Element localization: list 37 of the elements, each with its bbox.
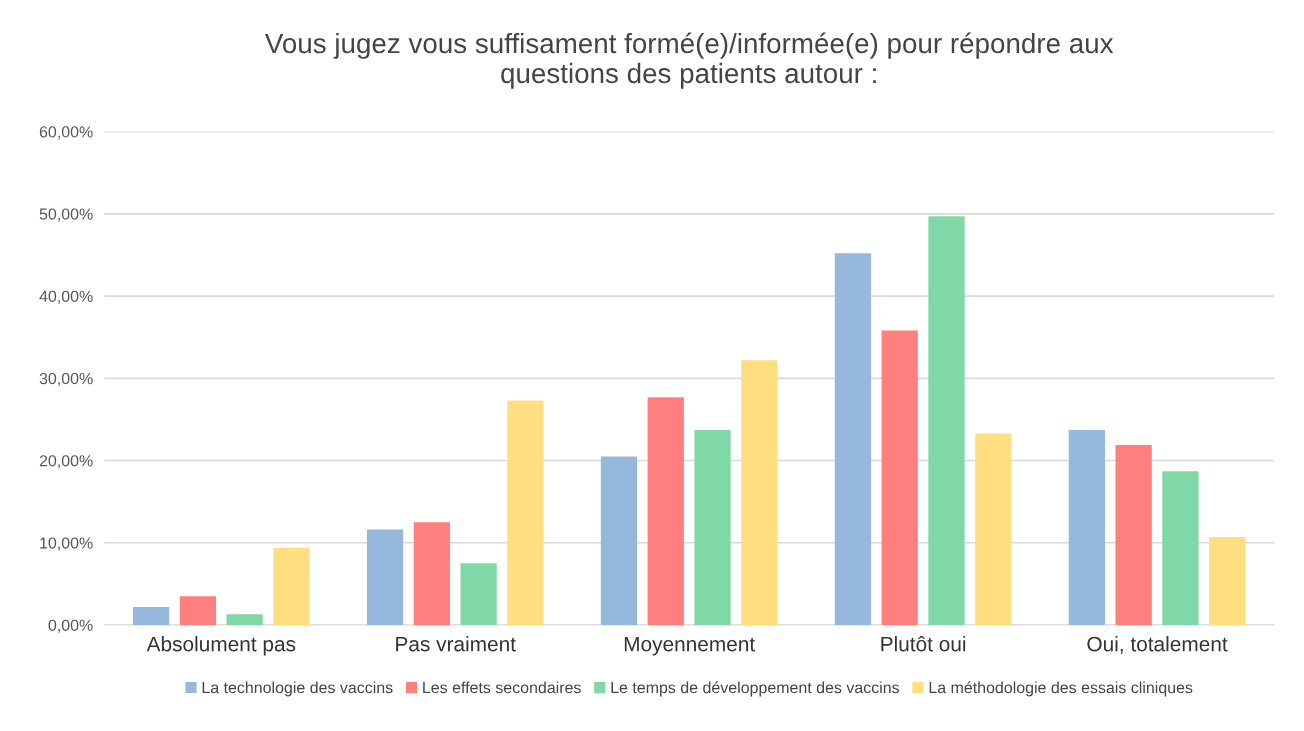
y-tick-label: 40,00%	[39, 290, 93, 304]
bar	[741, 360, 778, 625]
bar	[1068, 430, 1105, 625]
bar	[975, 433, 1012, 625]
bar	[928, 216, 965, 625]
chart-title: Vous jugez vous suffisament formé(e)/informée(e) pour répondre aux questions des patients autour :	[264, 32, 1114, 89]
x-tick-label: Absolument pas	[146, 636, 296, 656]
legend-label: La technologie des vaccins	[202, 681, 393, 697]
bar	[132, 606, 170, 625]
x-tick-label: Pas vraiment	[396, 636, 516, 652]
bar	[834, 253, 872, 625]
x-tick-label: Moyennement	[624, 636, 756, 656]
y-tick-label: 60,00%	[39, 126, 93, 140]
x-tick-label: Oui, totalement	[1087, 636, 1228, 654]
bar	[1162, 471, 1199, 625]
x-tick-label: Plutôt oui	[881, 636, 966, 652]
y-tick-label: 30,00%	[39, 372, 93, 387]
bar	[179, 596, 217, 625]
bar	[460, 563, 497, 625]
y-tick-label: 0,00%	[48, 619, 93, 633]
bar	[366, 529, 404, 625]
legend-label: Les effets secondaires	[423, 681, 581, 694]
bar	[507, 400, 544, 625]
bar	[1115, 444, 1152, 625]
y-tick-label: 50,00%	[39, 208, 93, 222]
bar	[1209, 537, 1246, 625]
bar	[694, 430, 731, 625]
legend-label: La méthodologie des essais cliniques	[929, 681, 1193, 697]
bar	[226, 614, 263, 625]
y-tick-label: 20,00%	[39, 455, 93, 469]
bar	[273, 547, 310, 625]
y-tick-label: 10,00%	[40, 537, 93, 551]
bar	[647, 397, 684, 625]
bar	[600, 456, 638, 625]
legend-label: Le temps de développement des vaccins	[611, 681, 900, 697]
bar	[881, 330, 918, 625]
bar	[413, 522, 450, 625]
